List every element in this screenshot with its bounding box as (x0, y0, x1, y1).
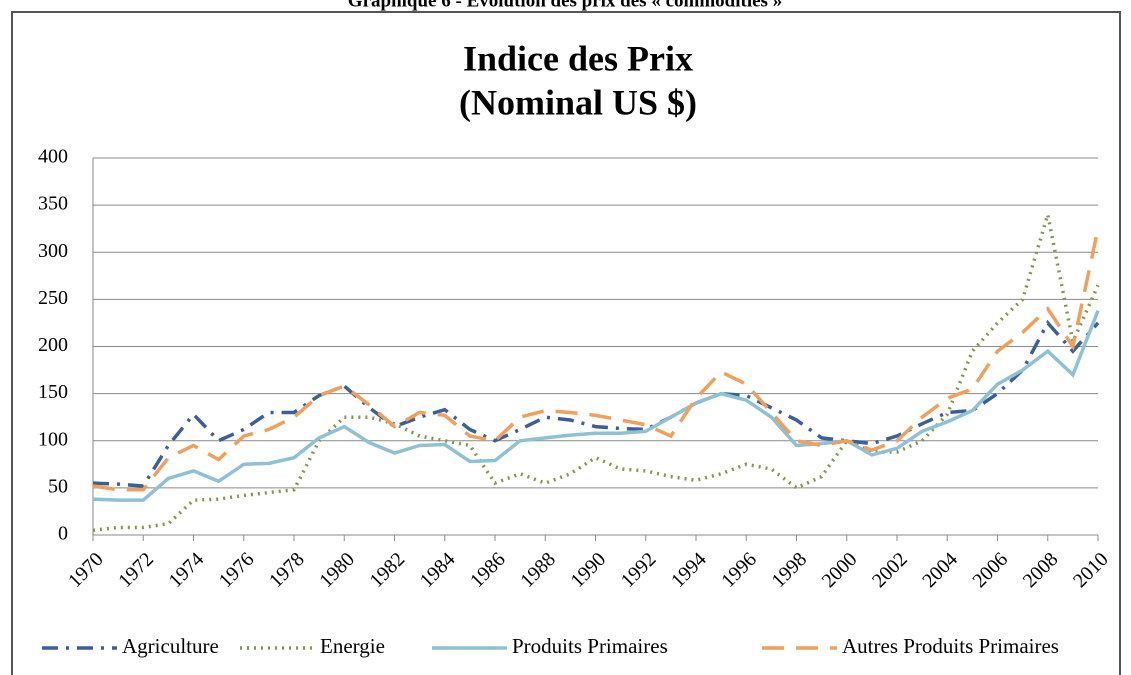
x-tick-label: 2006 (968, 548, 1012, 592)
y-tick-label: 350 (38, 193, 68, 215)
series-line (92, 228, 1100, 492)
x-tick-label: 1992 (617, 548, 661, 592)
x-tick-label: 1994 (667, 548, 711, 592)
x-tick-label: 2010 (1069, 548, 1113, 592)
y-tick-label: 150 (38, 381, 68, 403)
x-tick-label: 2008 (1019, 548, 1063, 592)
x-tick-label: 2000 (818, 548, 862, 592)
x-tick-label: 1990 (566, 548, 610, 592)
series-line (92, 310, 1100, 502)
y-tick-label: 100 (38, 428, 68, 450)
y-tick-label: 0 (58, 523, 68, 545)
legend-label: Produits Primaires (512, 634, 668, 658)
x-tick-label: 1970 (64, 548, 108, 592)
chart-subtitle: (Nominal US $) (459, 82, 697, 122)
x-tick-label: 1984 (416, 548, 460, 592)
x-tick-label: 1996 (717, 548, 761, 592)
y-tick-label: 400 (38, 146, 68, 168)
legend-label: Autres Produits Primaires (842, 634, 1059, 658)
legend-label: Energie (320, 634, 385, 658)
x-tick-label: 2004 (918, 548, 962, 592)
chart-title: Indice des Prix (463, 38, 693, 78)
x-tick-label: 1982 (365, 548, 409, 592)
x-tick-label: 1978 (265, 548, 309, 592)
x-tick-label: 1972 (114, 548, 158, 592)
x-tick-label: 1988 (516, 548, 560, 592)
y-tick-label: 50 (48, 475, 68, 497)
y-tick-label: 300 (38, 240, 68, 262)
y-tick-label: 250 (38, 287, 68, 309)
x-tick-label: 1974 (164, 548, 208, 592)
x-tick-label: 1976 (215, 548, 259, 592)
x-tick-label: 1998 (767, 548, 811, 592)
series-line (92, 214, 1100, 533)
legend-label: Agriculture (122, 634, 219, 658)
x-tick-label: 1986 (466, 548, 510, 592)
series-line (92, 319, 1100, 488)
frame (11, 11, 1121, 675)
y-tick-label: 200 (38, 334, 68, 356)
x-tick-label: 2002 (868, 548, 912, 592)
caption: Graphique 6 - Evolution des prix des « c… (348, 0, 782, 11)
x-tick-label: 1980 (315, 548, 359, 592)
